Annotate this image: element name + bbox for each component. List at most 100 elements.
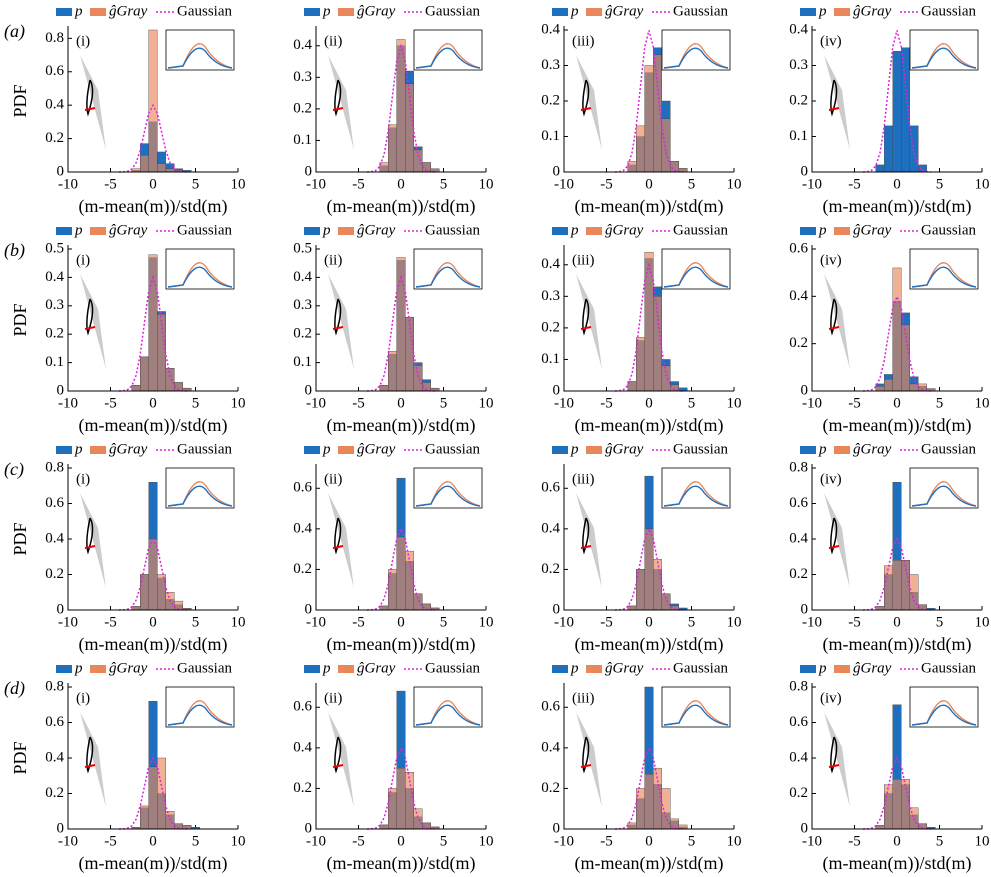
inset-curve xyxy=(663,704,729,726)
x-tick-label: -5 xyxy=(848,176,861,192)
legend-label: Gaussian xyxy=(177,3,232,19)
airfoil-outline xyxy=(582,298,590,336)
x-axis-label: (m-mean(m))/std(m) xyxy=(575,196,724,217)
g-bar xyxy=(405,316,414,392)
legend-label: Gaussian xyxy=(425,222,480,238)
inset-frame xyxy=(909,686,979,728)
y-tick-label: 0.4 xyxy=(789,21,808,37)
axes xyxy=(811,683,982,830)
y-tick-label: 0.3 xyxy=(541,288,560,304)
airfoil-marker xyxy=(828,107,840,111)
inset-frame xyxy=(413,29,483,71)
axes xyxy=(67,245,238,392)
y-tick-label: 0.6 xyxy=(293,480,312,496)
y-tick-label: 0.5 xyxy=(45,240,64,256)
airfoil-outline xyxy=(86,298,94,336)
panel-label: (i) xyxy=(76,252,90,268)
inset-curve xyxy=(911,481,977,507)
y-tick-label: 0.3 xyxy=(789,57,808,73)
x-tick-label: 10 xyxy=(231,833,246,849)
y-tick-label: 0 xyxy=(57,820,65,836)
airfoil-sketch xyxy=(80,712,106,807)
legend-label: ĝGray xyxy=(357,3,396,19)
inset-frame xyxy=(909,248,979,290)
y-tick-label: 0.6 xyxy=(45,63,64,79)
gaussian-line xyxy=(366,275,436,392)
inset-frame xyxy=(165,248,235,290)
g-bar xyxy=(148,538,158,611)
g-bar xyxy=(379,824,389,830)
airfoil-outline xyxy=(334,517,342,555)
x-tick-label: -10 xyxy=(802,833,822,849)
legend-swatch xyxy=(90,8,106,16)
y-axis-label: PDF xyxy=(10,84,30,117)
g-bar xyxy=(875,386,885,392)
x-axis-label: (m-mean(m))/std(m) xyxy=(79,853,228,874)
airfoil-outline xyxy=(334,298,342,336)
x-tick-label: 10 xyxy=(479,833,494,849)
g-bar xyxy=(379,385,389,392)
legend-label: ĝGray xyxy=(357,441,396,457)
y-tick-label: 0 xyxy=(553,601,561,617)
g-bar xyxy=(892,560,902,611)
legend-label: Gaussian xyxy=(921,222,976,238)
legend-label: ĝGray xyxy=(605,222,644,238)
y-tick-label: 0.2 xyxy=(541,92,560,108)
y-tick-label: 0 xyxy=(801,601,809,617)
inset-curve xyxy=(415,485,481,507)
airfoil-sketch xyxy=(576,712,602,807)
x-tick-label: 0 xyxy=(893,833,901,849)
g-bar xyxy=(157,757,166,830)
g-bar xyxy=(396,39,406,173)
y-tick-label: 0 xyxy=(553,820,561,836)
g-bar xyxy=(909,807,919,830)
row-label: (b) xyxy=(4,240,25,261)
airfoil-sketch xyxy=(80,55,106,150)
g-bar xyxy=(884,565,893,611)
legend-label: p xyxy=(818,222,827,238)
legend-label: ĝGray xyxy=(357,222,396,238)
inset-curve xyxy=(663,262,729,288)
x-tick-label: 5 xyxy=(688,176,696,192)
x-tick-label: -10 xyxy=(58,176,78,192)
y-tick-label: 0 xyxy=(801,163,809,179)
gaussian-line xyxy=(366,527,436,611)
y-tick-label: 0.5 xyxy=(293,240,312,256)
gaussian-line xyxy=(614,30,684,173)
axes xyxy=(811,26,982,173)
inset-curve xyxy=(663,485,729,507)
g-bar xyxy=(165,368,175,392)
x-tick-label: 10 xyxy=(231,176,246,192)
axes xyxy=(811,464,982,611)
y-tick-label: 0 xyxy=(801,382,809,398)
g-bar xyxy=(670,818,679,830)
legend-swatch xyxy=(800,446,816,454)
panel-label: (iii) xyxy=(572,471,595,487)
legend-swatch xyxy=(552,8,568,16)
legend-swatch xyxy=(56,8,72,16)
g-bar xyxy=(892,267,902,392)
airfoil-sketch xyxy=(576,55,602,150)
y-tick-label: 0 xyxy=(57,601,65,617)
inset-curve xyxy=(663,47,729,69)
airfoil-sketch xyxy=(80,274,106,369)
airfoil-outline xyxy=(830,736,838,774)
legend-label: ĝGray xyxy=(853,3,892,19)
x-tick-label: 10 xyxy=(727,833,742,849)
x-tick-label: -5 xyxy=(104,833,117,849)
airfoil-sketch xyxy=(328,493,354,588)
g-bar xyxy=(388,124,397,173)
gaussian-line xyxy=(118,756,188,830)
inset-frame xyxy=(165,686,235,728)
y-axis-label: PDF xyxy=(10,522,30,555)
inset-curve xyxy=(911,700,977,726)
legend-label: ĝGray xyxy=(109,222,148,238)
y-tick-label: 0 xyxy=(305,163,313,179)
y-tick-label: 0.3 xyxy=(293,69,312,85)
y-tick-label: 0.6 xyxy=(541,699,560,715)
inset-curve xyxy=(415,262,481,288)
x-axis-label: (m-mean(m))/std(m) xyxy=(575,415,724,436)
legend-label: p xyxy=(322,441,331,457)
panel-label: (iii) xyxy=(572,690,595,706)
airfoil-marker xyxy=(332,764,344,768)
